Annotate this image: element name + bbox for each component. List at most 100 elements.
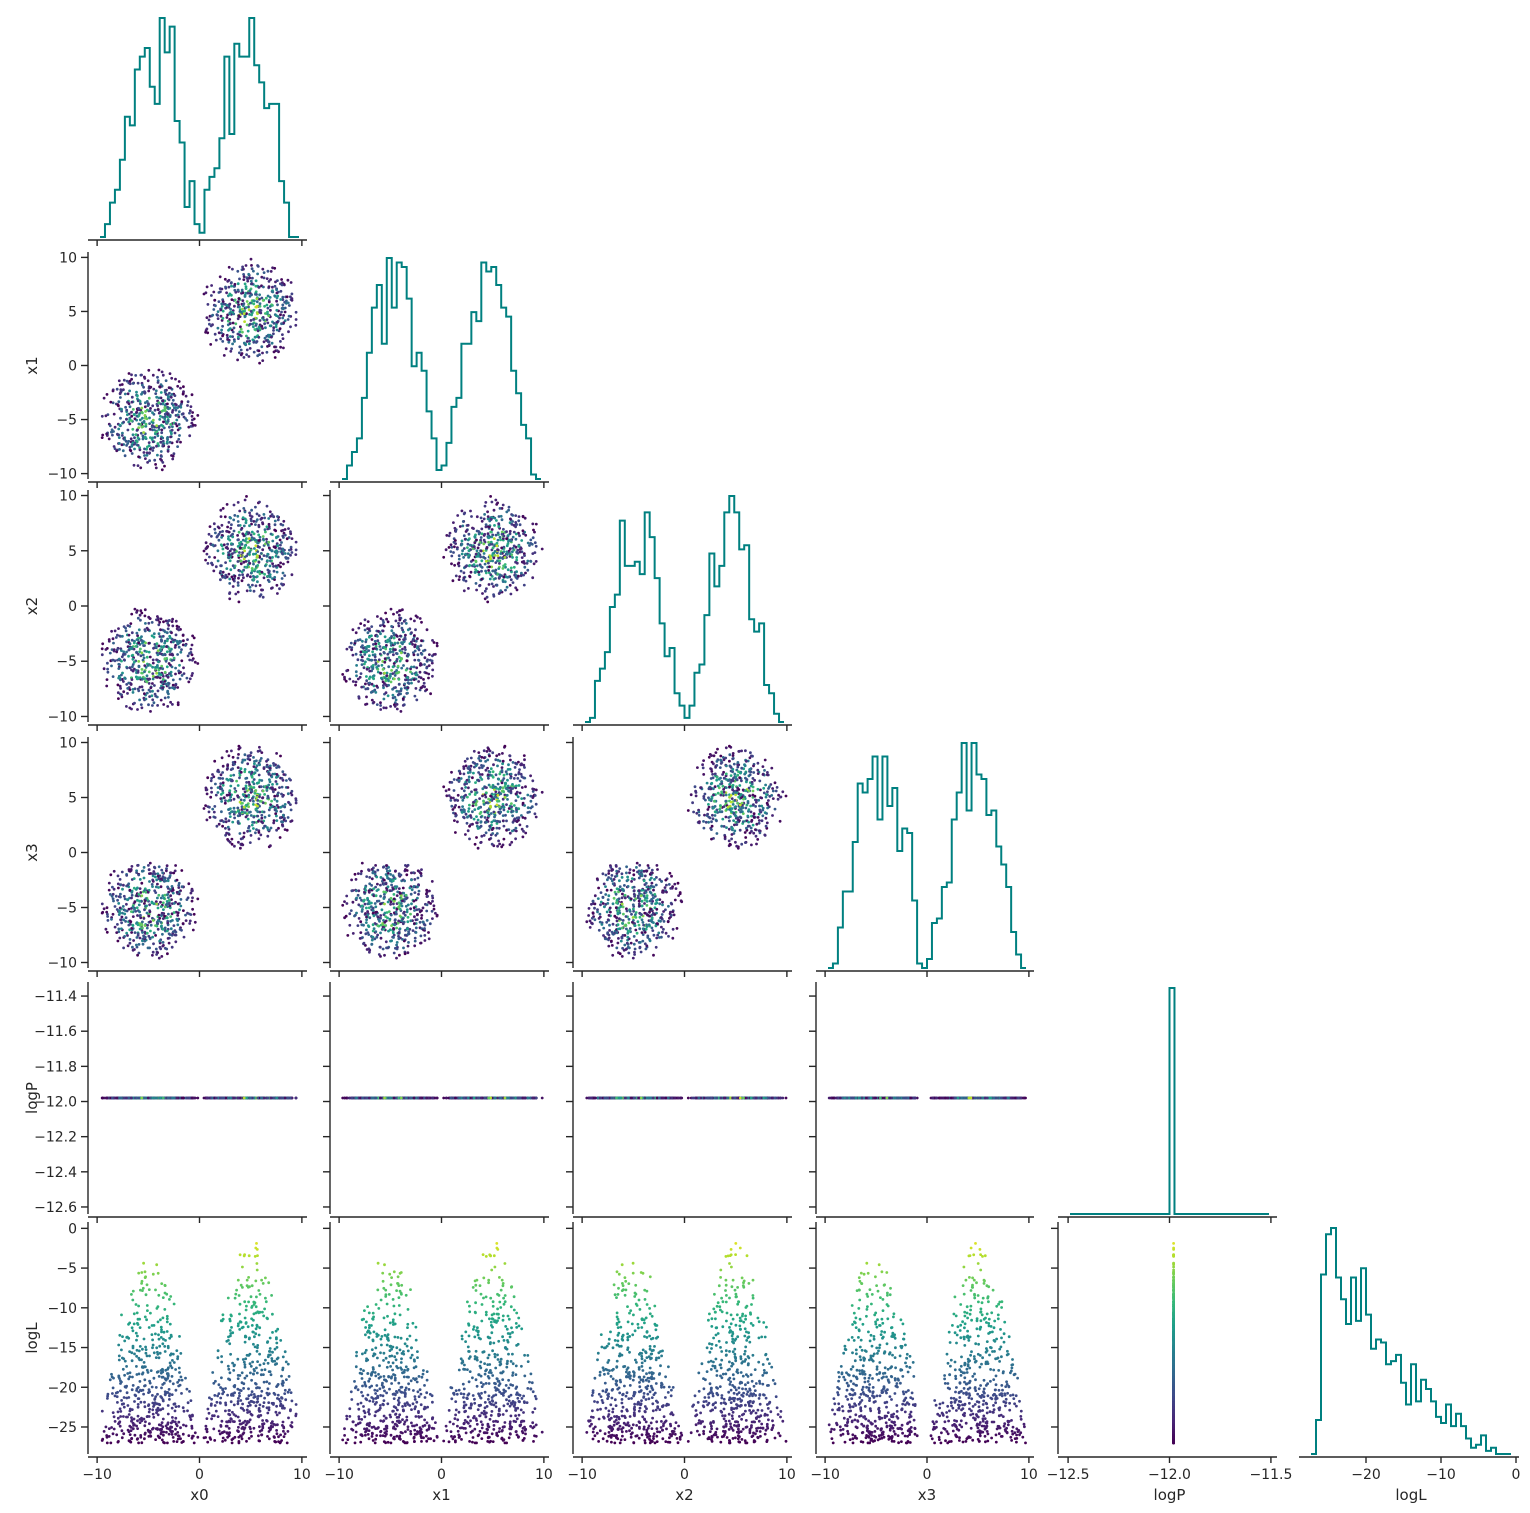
- scatter-point: [261, 299, 265, 302]
- scatter-point: [128, 941, 132, 945]
- scatter-point: [379, 704, 382, 707]
- scatter-point: [156, 408, 160, 411]
- scatter-point: [253, 335, 257, 339]
- scatter-point: [148, 690, 152, 693]
- scatter-point: [154, 885, 158, 889]
- scatter-point: [102, 907, 106, 911]
- scatter-point: [168, 440, 172, 444]
- scatter-point: [499, 589, 503, 592]
- scatter-point: [244, 786, 248, 790]
- scatter-point: [179, 898, 183, 901]
- scatter-point: [372, 914, 376, 918]
- scatter-point: [117, 404, 120, 408]
- scatter-point: [243, 320, 247, 323]
- scatter-point: [176, 428, 180, 432]
- scatter-point: [247, 546, 251, 549]
- scatter-point: [286, 556, 290, 560]
- scatter-point: [174, 633, 178, 637]
- scatter-point: [139, 703, 143, 706]
- scatter-point: [128, 938, 132, 941]
- scatter-point: [271, 772, 275, 776]
- scatter-point: [250, 567, 254, 570]
- scatter-point: [252, 350, 256, 354]
- scatter-point: [242, 507, 246, 510]
- scatter-point: [155, 618, 158, 622]
- scatter-point: [228, 793, 232, 797]
- scatter-point: [266, 559, 269, 563]
- scatter-point: [224, 826, 227, 830]
- scatter-point: [227, 754, 231, 758]
- scatter-point: [363, 618, 367, 622]
- scatter-point: [483, 589, 487, 593]
- scatter-point: [419, 644, 423, 647]
- scatter-point: [242, 275, 246, 278]
- scatter-point: [273, 523, 277, 527]
- scatter-point: [417, 680, 420, 683]
- scatter-point: [135, 906, 139, 910]
- scatter-point: [413, 939, 417, 943]
- scatter-point: [105, 678, 109, 681]
- scatter-point: [130, 419, 133, 422]
- scatter-point: [143, 416, 147, 420]
- scatter-point: [465, 782, 469, 785]
- scatter-point: [386, 620, 390, 624]
- scatter-point: [220, 536, 224, 539]
- scatter-point: [367, 900, 371, 903]
- scatter-point: [133, 701, 136, 705]
- scatter-point: [252, 317, 256, 321]
- scatter-point: [265, 759, 268, 763]
- scatter-point: [294, 797, 298, 800]
- scatter-point: [361, 659, 365, 663]
- scatter-point: [400, 657, 404, 661]
- scatter-point: [161, 941, 165, 944]
- scatter-point: [191, 418, 194, 422]
- scatter-point: [250, 530, 254, 534]
- scatter-point: [473, 808, 477, 811]
- scatter-point: [490, 535, 494, 539]
- scatter-point: [258, 594, 262, 598]
- scatter-point: [540, 790, 544, 794]
- scatter-point: [344, 679, 348, 683]
- scatter-point: [511, 581, 515, 584]
- scatter-point: [139, 647, 142, 651]
- scatter-point: [420, 652, 424, 656]
- hist-x0: [100, 17, 299, 238]
- scatter-point: [294, 801, 298, 805]
- scatter-point: [247, 272, 251, 276]
- scatter-point: [255, 764, 259, 768]
- scatter-point: [161, 634, 165, 638]
- scatter-point: [279, 547, 282, 550]
- scatter-point: [221, 547, 225, 551]
- scatter-point: [502, 564, 505, 568]
- scatter-point: [151, 704, 154, 707]
- scatter-point: [501, 752, 504, 755]
- scatter-point: [380, 663, 384, 667]
- scatter-point: [212, 810, 216, 814]
- scatter-point: [120, 383, 124, 386]
- scatter-point: [215, 824, 219, 828]
- scatter-point: [357, 889, 361, 893]
- scatter-point: [382, 865, 385, 869]
- scatter-point: [508, 583, 512, 587]
- scatter-point: [184, 644, 187, 647]
- scatter-point: [248, 758, 252, 762]
- scatter-point: [272, 350, 276, 354]
- scatter-point: [161, 373, 165, 377]
- scatter-point: [157, 368, 161, 372]
- scatter-point: [398, 638, 401, 641]
- scatter-point: [425, 671, 428, 675]
- scatter-point: [137, 426, 141, 429]
- scatter-point: [377, 899, 381, 903]
- scatter-point: [374, 658, 377, 662]
- scatter-point: [280, 541, 283, 544]
- scatter-point: [210, 776, 214, 780]
- scatter-point: [253, 762, 256, 766]
- scatter-point: [345, 894, 349, 898]
- scatter-point: [517, 515, 521, 518]
- scatter-point: [501, 786, 505, 790]
- scatter-point: [273, 798, 277, 801]
- scatter-point: [130, 452, 134, 455]
- scatter-point: [247, 355, 251, 358]
- hist-x2: [585, 495, 784, 723]
- scatter-point: [172, 656, 176, 660]
